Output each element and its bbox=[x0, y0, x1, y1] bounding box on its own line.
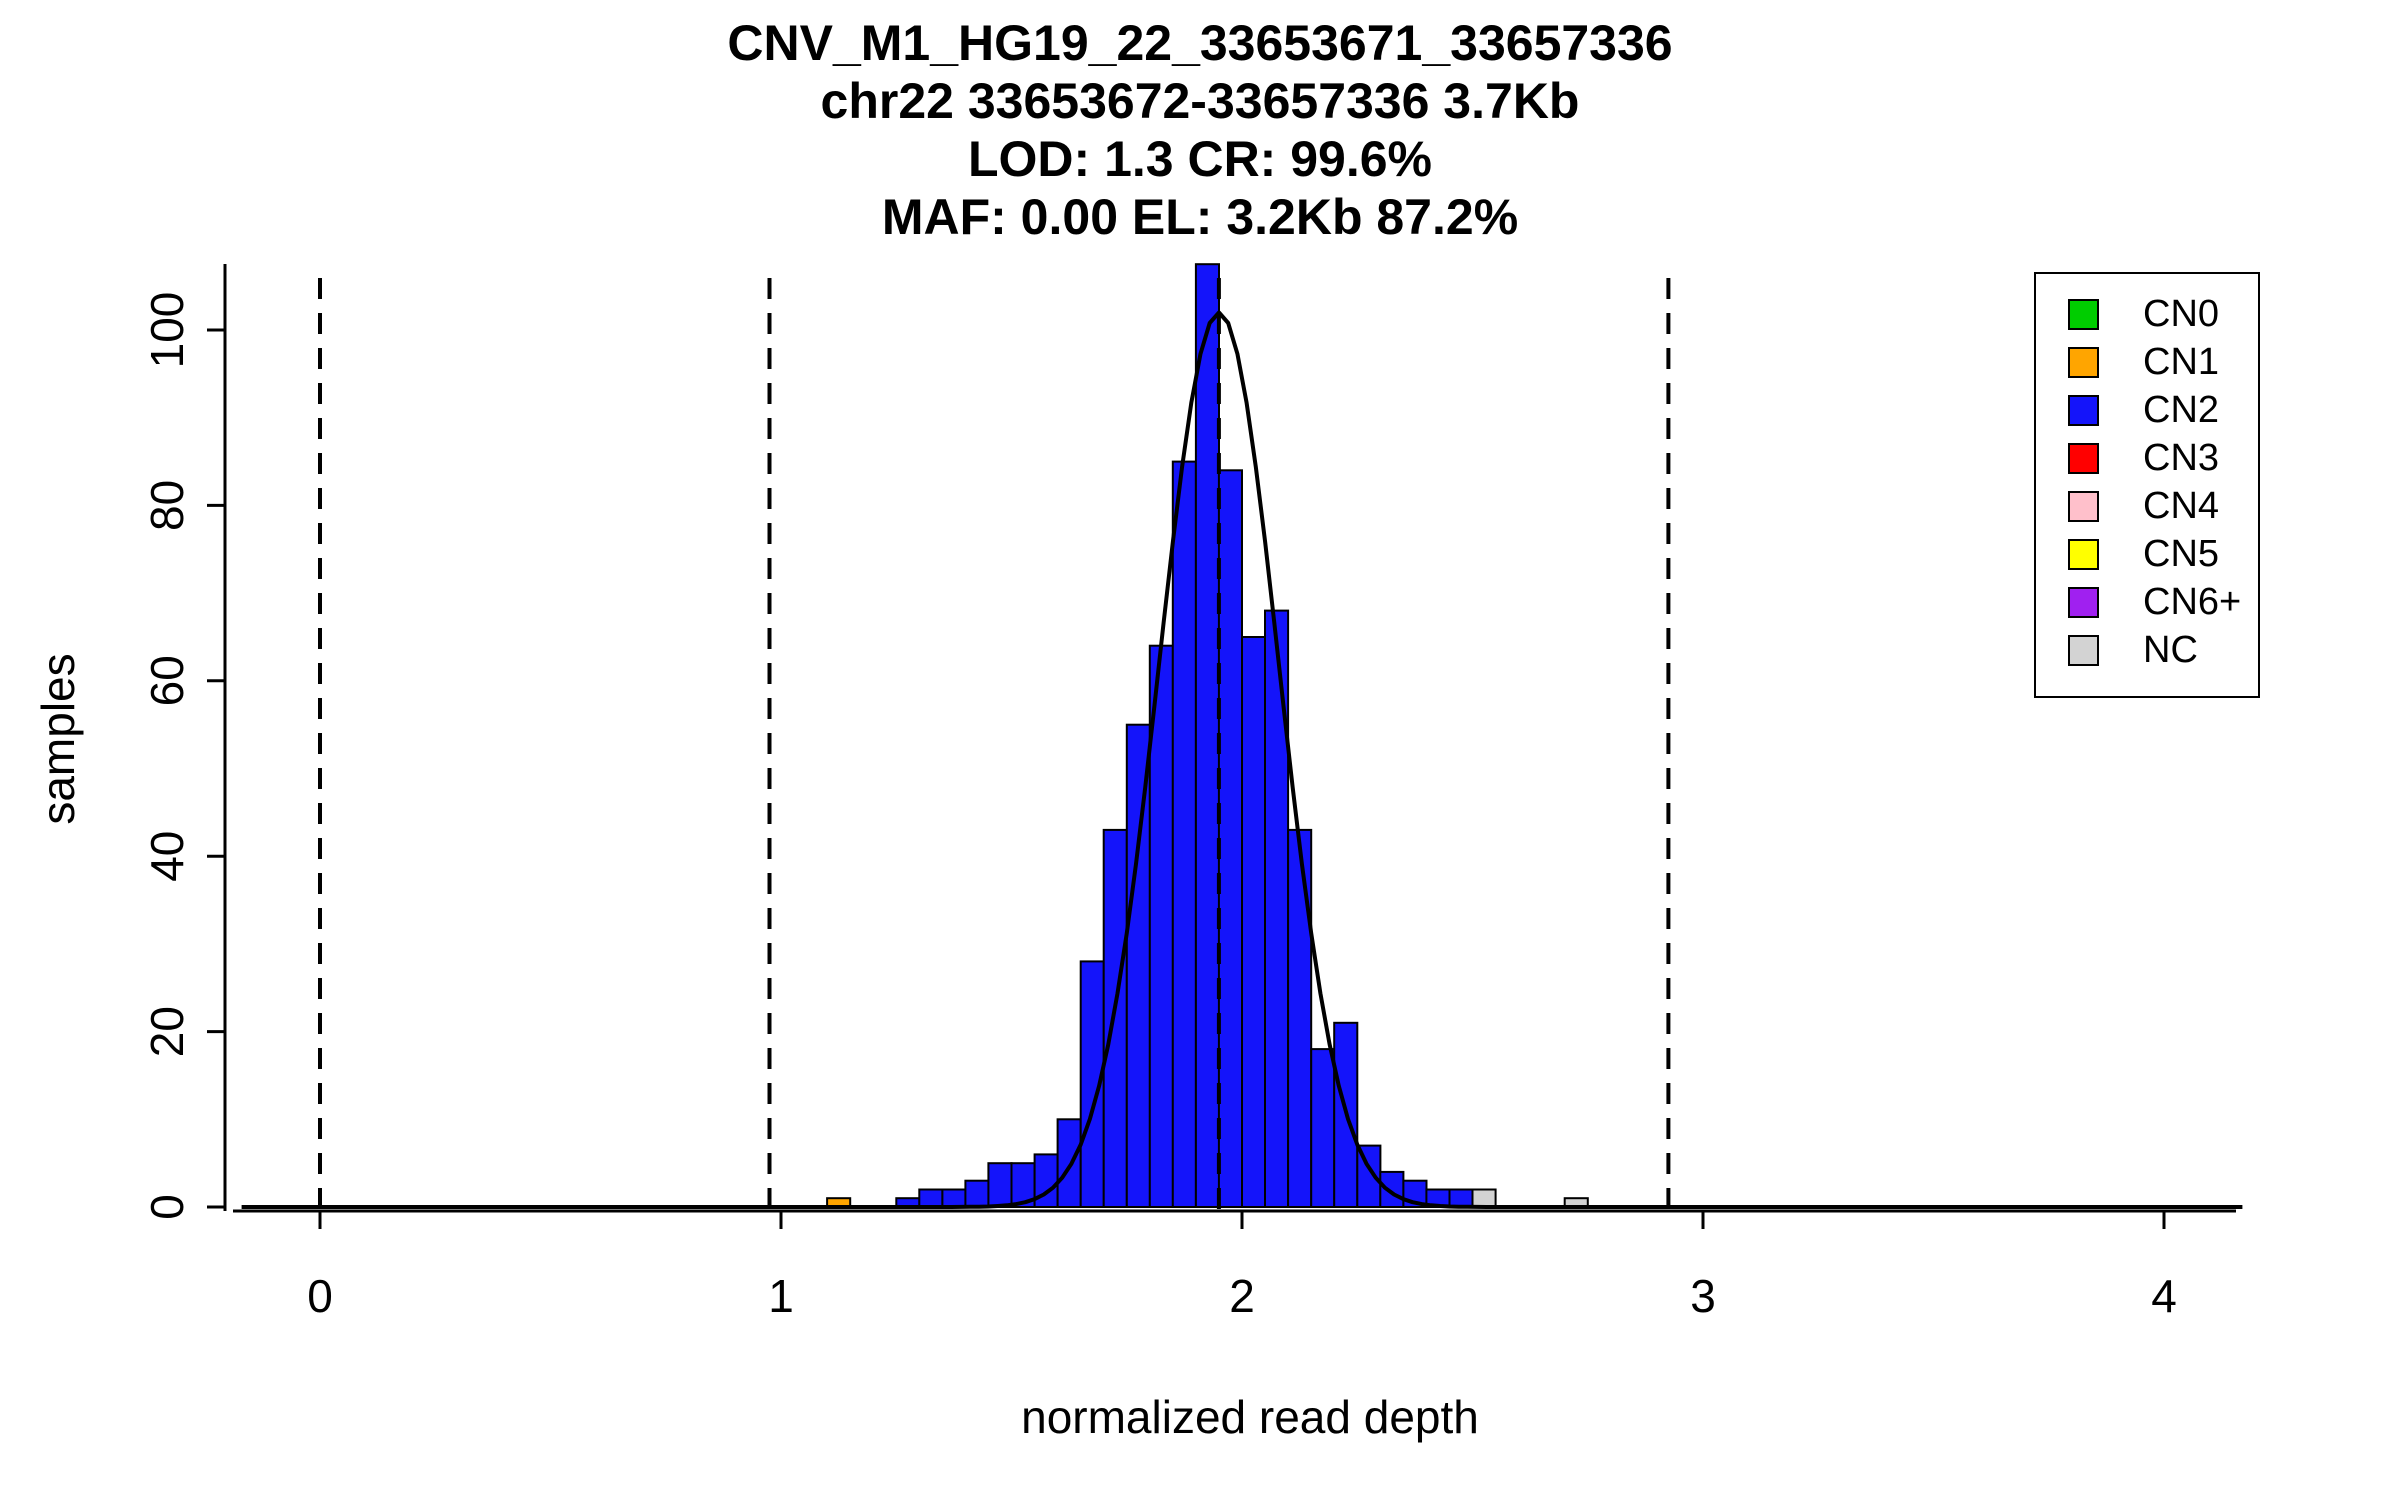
legend-swatch-cn6plus bbox=[2068, 586, 2099, 618]
x-tick-label: 2 bbox=[1229, 1270, 1255, 1322]
y-tick-label: 80 bbox=[141, 480, 193, 531]
legend-swatch-cn4 bbox=[2068, 490, 2099, 522]
x-tick-label: 4 bbox=[2151, 1270, 2177, 1322]
histogram-bars bbox=[826, 263, 1589, 1209]
legend-label-cn1: CN1 bbox=[2143, 340, 2220, 383]
legend-label-cn6plus: CN6+ bbox=[2143, 580, 2242, 623]
density-curve bbox=[241, 310, 2243, 1209]
copy-number-guide-lines bbox=[318, 264, 1671, 1209]
x-axis-title: normalized read depth bbox=[1021, 1391, 1479, 1443]
hist-bar-nc bbox=[1471, 1188, 1497, 1208]
legend-item-cn6plus: CN6+ bbox=[2036, 578, 2258, 626]
legend-label-cn5: CN5 bbox=[2143, 532, 2220, 575]
hist-bar-cn2 bbox=[1056, 1118, 1082, 1209]
legend-swatch-cn0 bbox=[2068, 298, 2099, 330]
y-tick-label: 40 bbox=[141, 831, 193, 882]
legend-item-nc: NC bbox=[2036, 626, 2258, 674]
hist-bar-cn2 bbox=[1194, 263, 1221, 1208]
x-tick-label: 3 bbox=[1690, 1270, 1716, 1322]
legend-item-cn2: CN2 bbox=[2036, 386, 2258, 434]
hist-bar-cn2 bbox=[1379, 1170, 1405, 1209]
plot-title: CNV_M1_HG19_22_33653671_33657336 chr22 3… bbox=[0, 14, 2400, 246]
legend-item-cn4: CN4 bbox=[2036, 482, 2258, 530]
plot-title-line1: CNV_M1_HG19_22_33653671_33657336 bbox=[727, 15, 1673, 71]
legend-swatch-cn1 bbox=[2068, 346, 2099, 378]
y-axis-title: samples bbox=[32, 653, 84, 825]
hist-bar-cn2 bbox=[941, 1188, 967, 1208]
legend-label-cn4: CN4 bbox=[2143, 484, 2220, 527]
plot-title-line4: MAF: 0.00 EL: 3.2Kb 87.2% bbox=[881, 189, 1519, 245]
hist-bar-cn2 bbox=[1448, 1188, 1474, 1208]
hist-bar-cn2 bbox=[918, 1188, 944, 1208]
x-tick-label: 0 bbox=[307, 1270, 333, 1322]
hist-bar-cn2 bbox=[1310, 1048, 1336, 1208]
legend-item-cn1: CN1 bbox=[2036, 338, 2258, 386]
y-tick-label: 60 bbox=[141, 655, 193, 706]
hist-bar-cn2 bbox=[1171, 460, 1197, 1209]
y-tick-label: 20 bbox=[141, 1006, 193, 1057]
x-tick-label: 1 bbox=[768, 1270, 794, 1322]
hist-bar-cn2 bbox=[1241, 636, 1267, 1208]
legend-label-cn2: CN2 bbox=[2143, 388, 2220, 431]
legend-item-cn5: CN5 bbox=[2036, 530, 2258, 578]
legend-swatch-nc bbox=[2068, 634, 2099, 666]
y-tick-label: 0 bbox=[141, 1194, 193, 1220]
legend: CN0 CN1 CN2 CN3 CN4 CN5 CN6+ NC bbox=[2034, 272, 2260, 698]
legend-item-cn3: CN3 bbox=[2036, 434, 2258, 482]
legend-label-cn0: CN0 bbox=[2143, 292, 2220, 335]
y-tick-label: 100 bbox=[141, 292, 193, 369]
hist-bar-cn2 bbox=[1125, 723, 1151, 1208]
legend-item-cn0: CN0 bbox=[2036, 290, 2258, 338]
plot-title-line2: chr22 33653672-33657336 3.7Kb bbox=[820, 73, 1580, 129]
legend-label-nc: NC bbox=[2143, 628, 2198, 671]
legend-swatch-cn2 bbox=[2068, 394, 2099, 426]
hist-bar-cn2 bbox=[987, 1162, 1013, 1208]
plot-title-line3: LOD: 1.3 CR: 99.6% bbox=[967, 131, 1432, 187]
legend-swatch-cn3 bbox=[2068, 442, 2099, 474]
hist-bar-cn2 bbox=[1287, 828, 1313, 1209]
hist-bar-cn2 bbox=[1217, 469, 1244, 1208]
legend-label-cn3: CN3 bbox=[2143, 436, 2220, 479]
legend-swatch-cn5 bbox=[2068, 538, 2099, 570]
hist-bar-cn2 bbox=[1102, 828, 1128, 1209]
hist-bar-cn2 bbox=[964, 1179, 990, 1208]
